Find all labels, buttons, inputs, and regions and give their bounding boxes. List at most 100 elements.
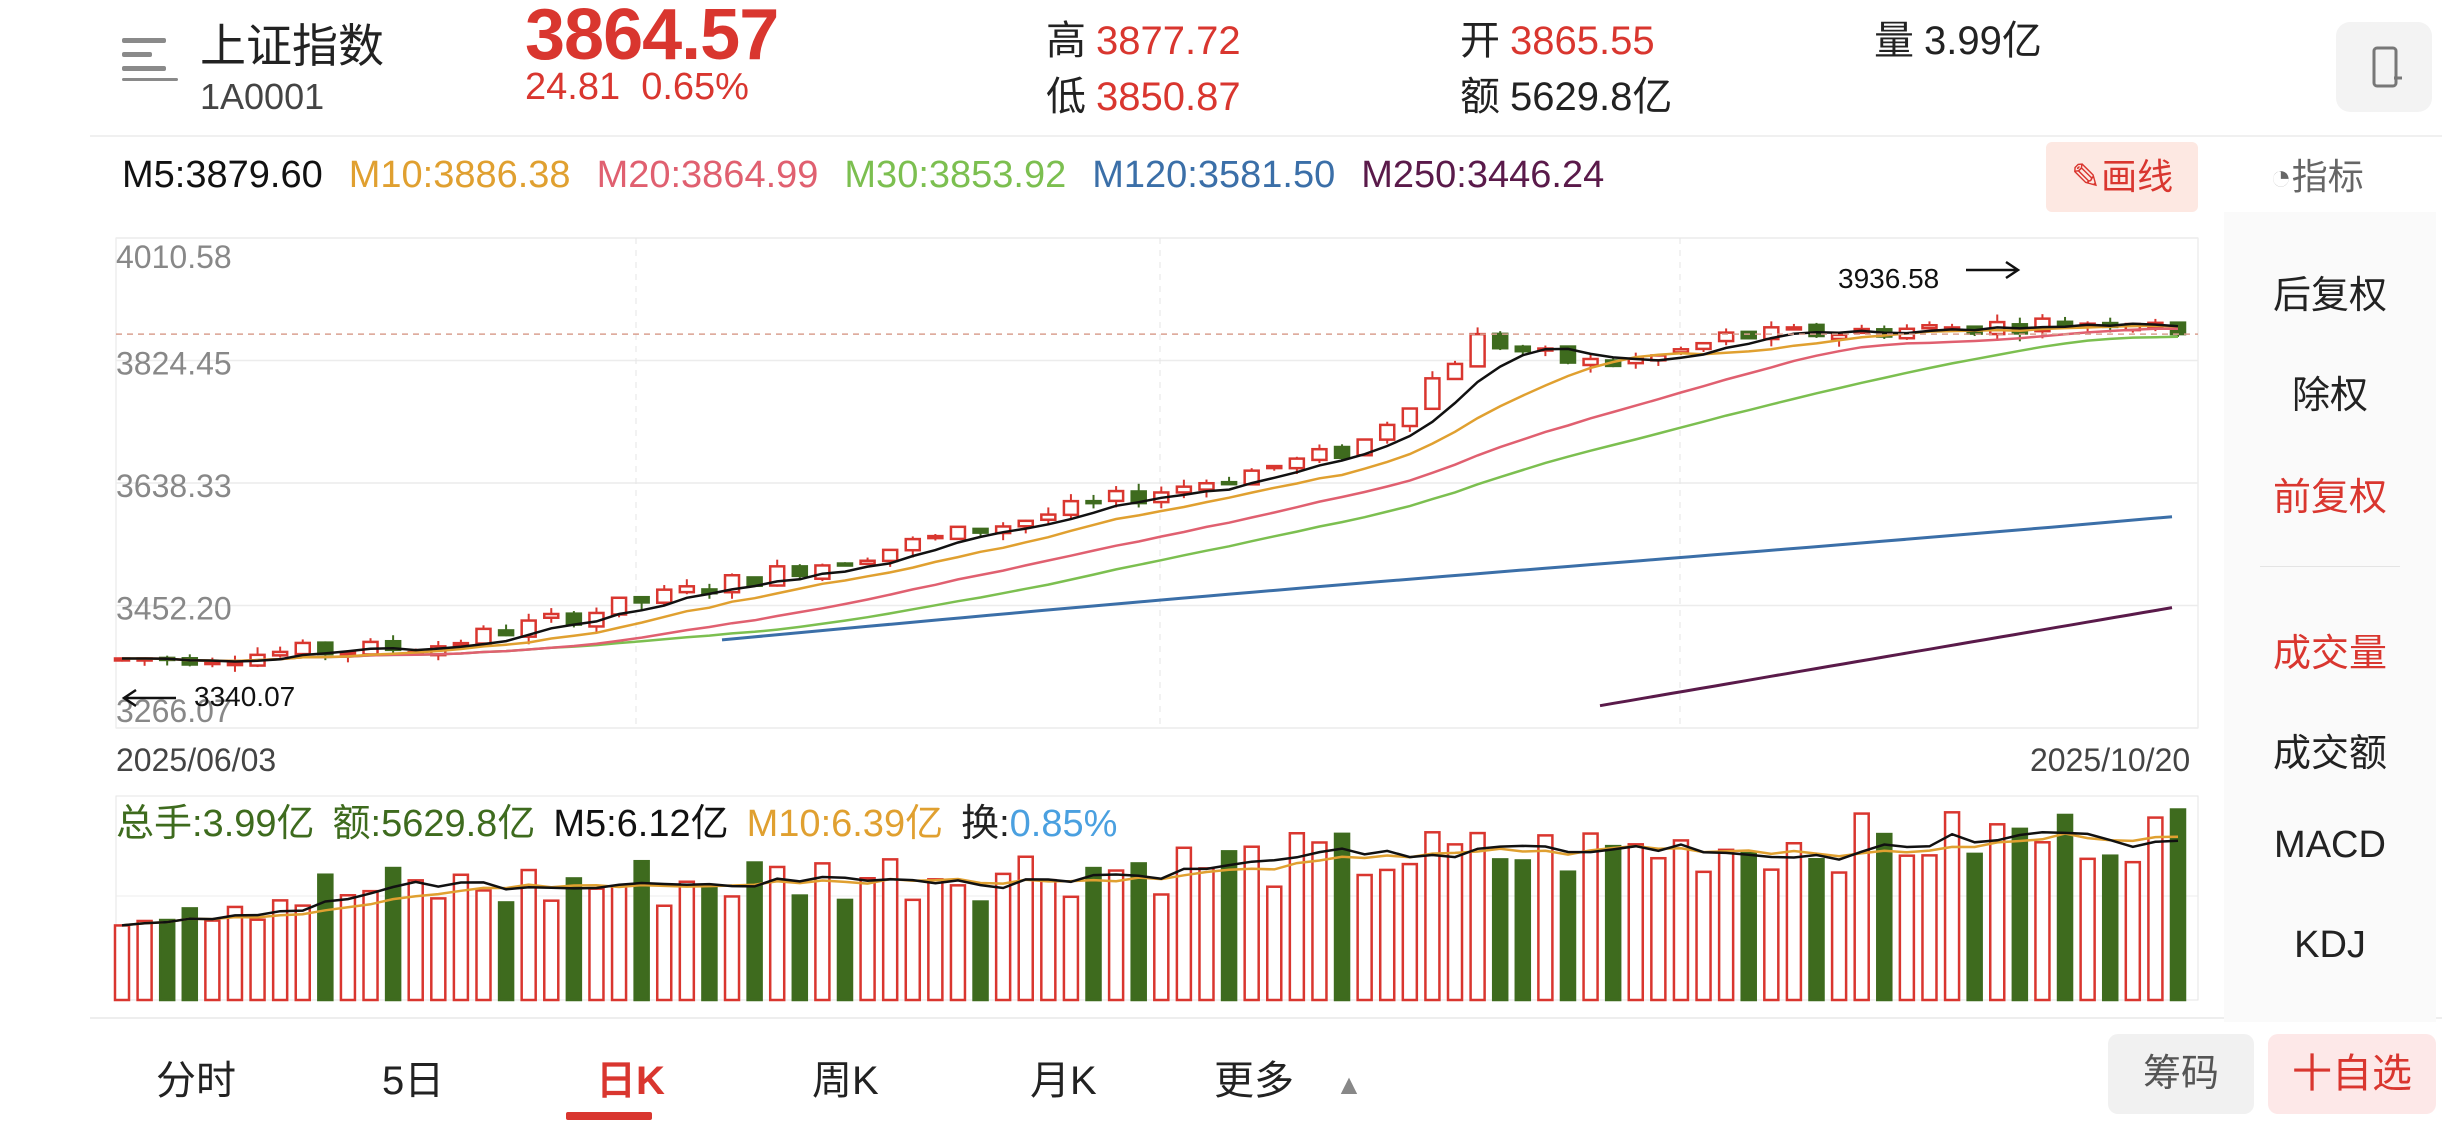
candle-body [1582,357,1599,367]
amount-stat: 额 5629.8亿 [1460,64,1672,122]
side-item-macd[interactable]: MACD [2274,824,2386,866]
volume-bar [2056,813,2074,1002]
volume-bar [1311,841,1328,1002]
volume-bar [1491,858,1509,1002]
candle-body [271,650,289,657]
change-percent: 0.65% [641,66,749,108]
volume-bar [136,919,153,1002]
volume-bar [1966,852,1983,1002]
volume-bar [543,899,560,1002]
volume-bar [1085,866,1102,1002]
volume-bar [339,894,357,1002]
tab-more[interactable]: 更多 ▲ [1214,1048,1363,1106]
volume-bar [2124,860,2142,1002]
volume-bar [181,907,199,1002]
candle-body [1288,457,1306,470]
volume-label: 量 [1874,19,1914,63]
volume-bar [1288,832,1306,1002]
draw-line-label: 画线 [2101,156,2174,197]
min-annotation: 3340.07 [194,681,295,712]
phone-rotate-icon [2372,46,2402,88]
volume-bar [1243,845,1260,1002]
ma5-value: M5:3879.60 [122,154,323,196]
volume-bar [655,904,673,1002]
volume-bar [1401,862,1419,1002]
candle-body [1017,519,1034,528]
side-item-back-adjust[interactable]: 后复权 [2272,275,2387,317]
high-label: 高 [1046,19,1086,63]
draw-line-button[interactable]: ✎画线 [2046,142,2198,212]
candle-body [1311,447,1328,462]
tab-more-label: 更多 [1214,1059,1294,1103]
amount-value: 5629.8亿 [1510,75,1673,119]
volume-bar [452,873,470,1002]
volume-bar [2147,816,2164,1002]
volume-bar [1740,851,1757,1002]
volume-bar [1763,868,1780,1002]
volume-bar [723,895,741,1002]
volume-bar [1785,841,1803,1002]
change-value: 24.81 [525,66,621,108]
index-name: 上证指数 [200,20,384,72]
volume-bar [226,905,244,1002]
volume-bar [972,900,989,1002]
side-item-ex-rights[interactable]: 除权 [2291,375,2368,417]
volume-bar [1876,832,1893,1002]
side-item-forward-adjust[interactable]: 前复权 [2272,477,2387,519]
open-value: 3865.55 [1510,19,1655,63]
volume-bar [1198,867,1215,1002]
volume-bar [407,879,424,1002]
pencil-icon: ✎ [2070,156,2102,197]
volume-bar [1988,823,2006,1002]
volume-bar [158,918,176,1002]
volume-bar [1943,811,1961,1002]
side-divider [2260,566,2400,567]
tab-monthly-k[interactable]: 月K [1030,1059,1097,1103]
indicator-button[interactable]: ◔指标 [2270,148,2364,200]
tab-intraday[interactable]: 分时 [156,1059,236,1103]
volume-bar [520,868,537,1002]
tab-weekly-k[interactable]: 周K [812,1059,879,1103]
low-value: 3850.87 [1096,75,1241,119]
tab-daily-k[interactable]: 日K [596,1059,665,1103]
candle-body [1378,423,1396,441]
volume-bar [1333,832,1351,1002]
volume-bar [1378,868,1396,1002]
menu-icon[interactable] [122,38,178,88]
volume-value: 3.99亿 [1924,19,2042,63]
candle-body [1062,499,1080,517]
volume-bar [1582,832,1599,1002]
candle-body [1424,377,1441,411]
add-favorite-button[interactable]: 十自选 [2268,1034,2436,1114]
volume-bar [633,859,650,1002]
volume-bar [2101,854,2119,1002]
candle-body [475,627,492,645]
candle-body [1717,331,1735,343]
max-arrow-head [2005,260,2021,280]
volume-bar [1514,859,1532,1002]
volume-total: 总手:3.99亿 [116,803,315,845]
volume-amount: 额:5629.8亿 [332,803,536,845]
turnover-value: 0.85% [1009,803,1118,845]
side-item-volume[interactable]: 成交量 [2272,633,2387,675]
volume-bar [1266,885,1283,1002]
side-item-kdj[interactable]: KDJ [2294,924,2366,966]
chip-distribution-button[interactable]: 筹码 [2108,1034,2254,1114]
volume-bar [1830,871,1848,1002]
volume-m10: M10:6.39亿 [746,803,944,845]
volume-bar [1898,854,1916,1002]
volume-bar [881,858,899,1002]
candle-body [1808,323,1825,338]
tab-5day[interactable]: 5日 [382,1059,445,1103]
volume-bar [814,862,831,1002]
y-tick-label: 3452.20 [116,590,232,626]
open-stat: 开 3865.55 [1460,8,1655,66]
volume-bar [113,924,131,1002]
volume-bar [497,901,515,1002]
volume-bar [2079,857,2096,1002]
landscape-toggle-button[interactable] [2336,22,2432,112]
volume-bar [746,861,763,1002]
volume-bar [949,884,967,1002]
side-item-amount[interactable]: 成交额 [2272,733,2387,775]
